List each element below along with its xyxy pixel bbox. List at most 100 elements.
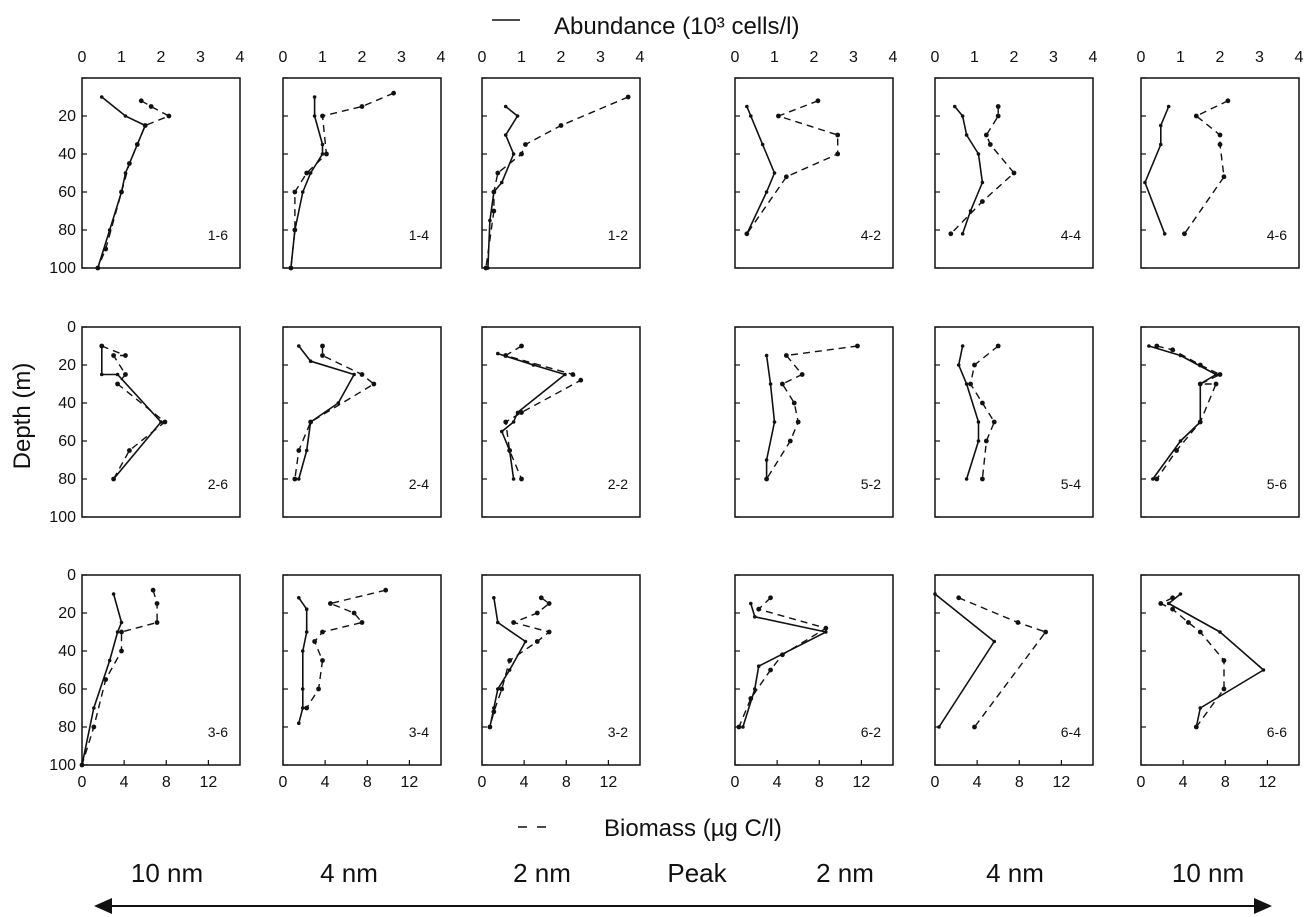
biomass-line: [950, 106, 1015, 235]
depth-tick-label: 60: [58, 681, 76, 698]
biomass-point: [154, 620, 160, 625]
depth-tick-label: 80: [58, 471, 76, 488]
biomass-point: [1197, 419, 1203, 425]
biomass-point: [972, 362, 977, 368]
biomass-point: [995, 113, 1001, 119]
biomass-tick-label: 4: [773, 774, 782, 791]
abundance-point: [511, 152, 516, 156]
biomass-point: [359, 372, 365, 377]
panel-frame: [734, 77, 894, 269]
abundance-point: [1166, 601, 1171, 606]
biomass-point: [154, 601, 160, 606]
biomass-point: [995, 104, 1001, 109]
abundance-point: [756, 664, 761, 668]
depth-tick-label: 40: [58, 643, 76, 660]
biomass-point: [983, 438, 989, 444]
biomass-point: [1213, 381, 1219, 387]
abundance-tick-label: 2: [810, 49, 819, 66]
biomass-point: [980, 400, 985, 406]
biomass-point: [308, 419, 314, 425]
biomass-point: [558, 123, 564, 128]
panel-frame: [934, 77, 1094, 269]
biomass-point: [103, 677, 109, 682]
biomass-line: [766, 345, 858, 480]
biomass-tick-label: 4: [321, 774, 330, 791]
biomass-point: [126, 448, 132, 453]
biomass-point: [1197, 362, 1203, 368]
biomass-point: [546, 601, 552, 606]
abundance-point: [308, 359, 313, 364]
depth-tick-label: 20: [58, 605, 76, 622]
panel-label: 3-4: [409, 724, 429, 740]
abundance-tick-label: 4: [636, 49, 645, 66]
depth-tick-label: 0: [67, 319, 76, 336]
depth-tick-label: 100: [49, 260, 76, 277]
biomass-line: [505, 345, 582, 480]
panel-label: 2-2: [608, 476, 628, 492]
abundance-point: [99, 372, 104, 377]
biomass-line: [738, 597, 827, 728]
biomass-point: [1170, 606, 1175, 612]
abundance-point: [115, 630, 120, 634]
abundance-point: [492, 596, 496, 600]
biomass-point: [371, 381, 377, 387]
panel-label: 4-2: [861, 227, 881, 243]
biomass-tick-label: 0: [478, 774, 487, 791]
biomass-point: [783, 174, 789, 180]
biomass-point: [359, 104, 365, 109]
biomass-point: [99, 343, 105, 349]
panel-frame: [481, 77, 641, 269]
distance-label-5: 4 nm: [986, 858, 1044, 888]
biomass-point: [534, 639, 540, 644]
biomass-point: [523, 142, 528, 147]
biomass-tick-label: 8: [363, 774, 372, 791]
panel-frame: [81, 574, 241, 766]
abundance-tick-label: 2: [157, 49, 166, 66]
biomass-point: [776, 113, 781, 119]
abundance-tick-label: 0: [78, 49, 87, 66]
biomass-line: [489, 597, 550, 728]
abundance-line: [487, 105, 519, 269]
biomass-point: [316, 686, 321, 692]
abundance-line: [298, 597, 308, 724]
biomass-point: [507, 658, 513, 663]
abundance-tick-label: 0: [478, 49, 487, 66]
biomass-point: [1011, 170, 1017, 176]
biomass-point: [1015, 620, 1021, 625]
abundance-point: [523, 639, 528, 644]
abundance-point: [752, 615, 757, 619]
biomass-point: [1154, 343, 1160, 349]
biomass-tick-label: 8: [815, 774, 824, 791]
biomass-point: [499, 686, 505, 692]
panel-1-2: 0 1 2 3 4 1-2: [478, 49, 645, 271]
abundance-point: [745, 104, 749, 109]
biomass-point: [835, 151, 841, 157]
abundance-point: [764, 190, 769, 194]
depth-tick-label: 20: [58, 108, 76, 125]
biomass-point: [483, 265, 489, 271]
panel-5-6: 5-6: [1140, 326, 1300, 518]
abundance-point: [772, 420, 777, 424]
abundance-point: [99, 95, 104, 99]
abundance-point: [503, 104, 508, 109]
panel-label: 5-2: [861, 476, 881, 492]
abundance-point: [111, 592, 116, 596]
biomass-line: [290, 92, 394, 269]
biomass-line: [81, 589, 158, 766]
biomass-point: [324, 151, 329, 157]
biomass-point: [1221, 686, 1227, 692]
abundance-line: [742, 603, 827, 728]
panel-label: 4-6: [1267, 227, 1287, 243]
biomass-point: [383, 587, 389, 593]
biomass-tick-label: 4: [973, 774, 982, 791]
abundance-point: [297, 721, 301, 725]
biomass-point: [304, 705, 310, 711]
abundance-tick-label: 2: [1216, 49, 1225, 66]
abundance-point: [297, 344, 301, 348]
biomass-point: [320, 343, 325, 349]
biomass-point: [968, 381, 973, 387]
depth-tick-label: 40: [58, 146, 76, 163]
biomass-point: [815, 98, 821, 104]
abundance-point: [496, 351, 500, 356]
abundance-tick-label: 0: [1137, 49, 1146, 66]
